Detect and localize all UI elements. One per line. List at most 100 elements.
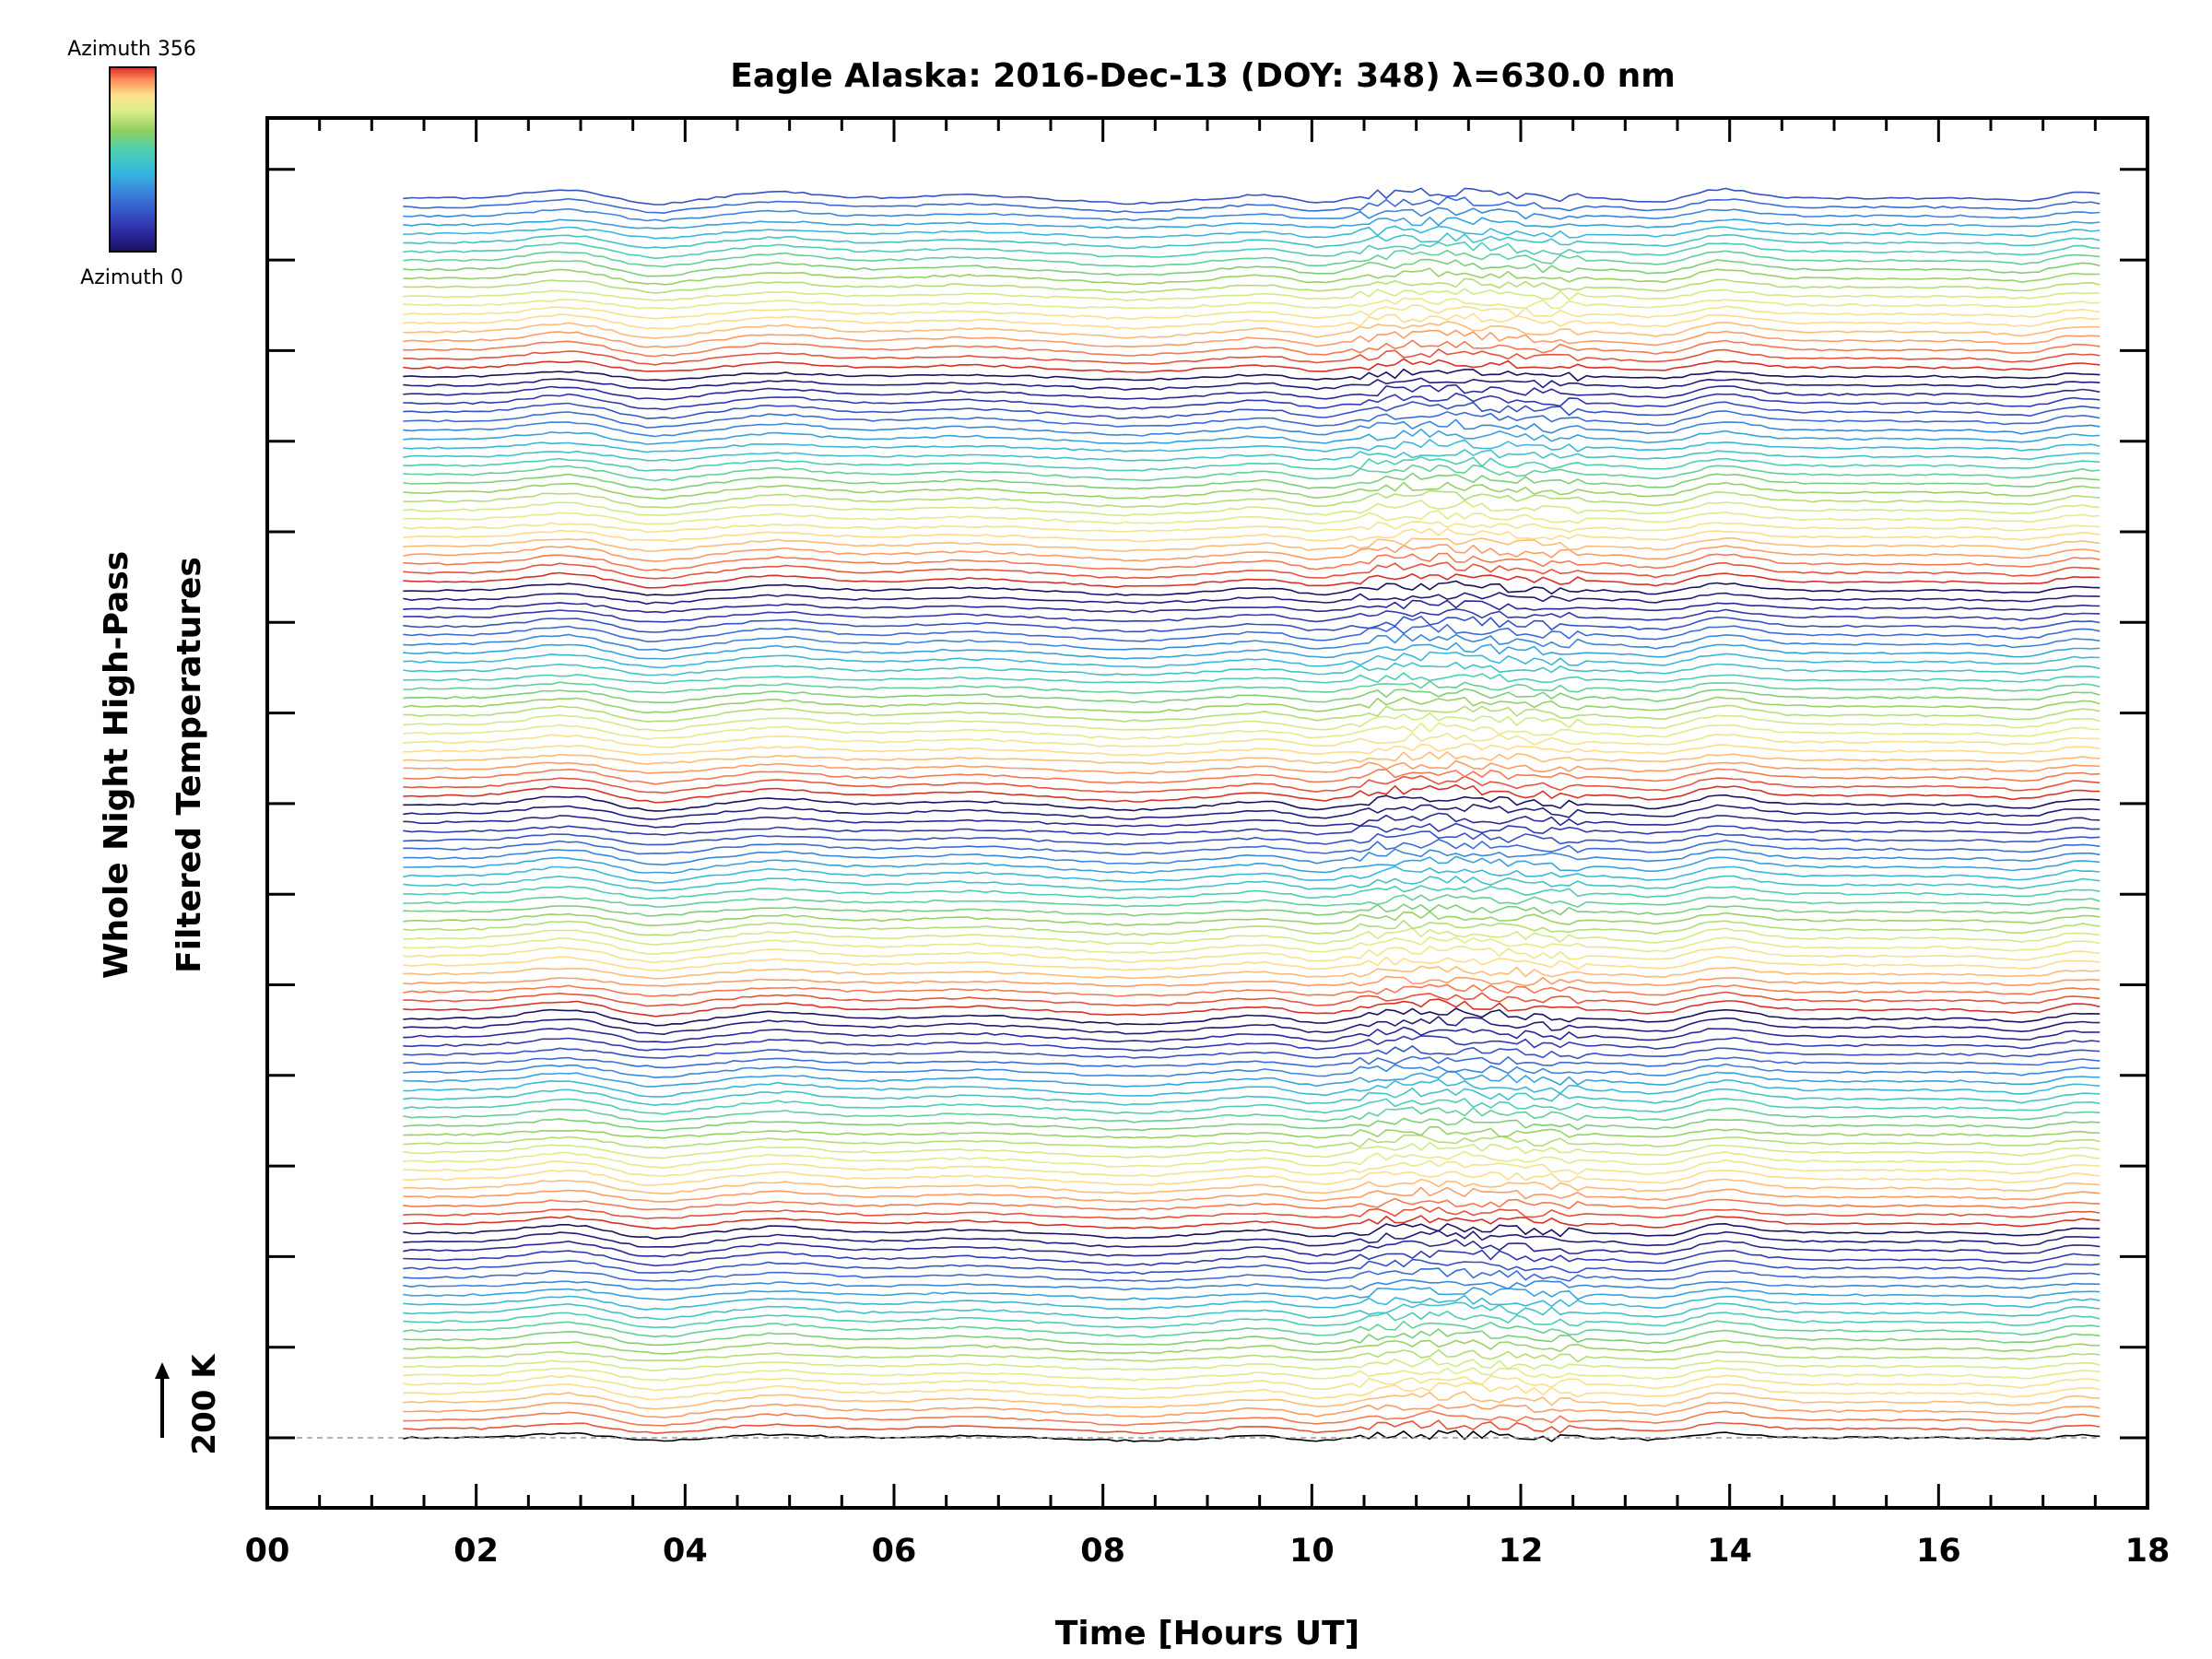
series-line [403, 722, 2100, 740]
series-line [403, 1150, 2100, 1169]
series-line [403, 1410, 2100, 1427]
y-axis-label-line2: Filtered Temperatures [171, 557, 208, 973]
series-line [403, 472, 2100, 491]
series-line [403, 297, 2100, 310]
scale-bar-arrow-head [155, 1362, 170, 1379]
series-line [403, 830, 2100, 846]
series-line [403, 1286, 2100, 1301]
series-line [403, 712, 2100, 732]
series-line [403, 500, 2100, 517]
series-line [403, 743, 2100, 757]
series-line [403, 822, 2100, 836]
series-line [403, 1294, 2100, 1311]
series-line [403, 1015, 2100, 1036]
series-line [403, 312, 2100, 330]
x-tick-labels: 00 02 04 06 08 10 12 14 16 18 [245, 1533, 2171, 1570]
series-line [403, 455, 2100, 472]
series-line [403, 339, 2100, 358]
chart-title: Eagle Alaska: 2016-Dec-13 (DOY: 348) λ=6… [730, 57, 1676, 95]
series-line [403, 768, 2100, 785]
series-line [403, 368, 2100, 382]
series-line [403, 1301, 2100, 1321]
series-line [403, 661, 2100, 677]
series-line [403, 1348, 2100, 1363]
series-line [403, 225, 2100, 240]
series-line [403, 672, 2100, 685]
series-line [403, 956, 2100, 972]
y-axis-label-line1: Whole Night High-Pass [98, 551, 135, 979]
series-line [403, 187, 2100, 206]
series-line [403, 249, 2100, 268]
series-line [403, 1391, 2100, 1410]
series-line [403, 894, 2100, 908]
series-line [403, 632, 2100, 653]
series-line [403, 1215, 2100, 1230]
series-line [403, 750, 2100, 765]
series-line [403, 1007, 2100, 1027]
series-line [403, 592, 2100, 606]
series-line [403, 623, 2100, 642]
series-line [403, 1222, 2100, 1241]
series-line [403, 206, 2100, 222]
series-line [403, 321, 2100, 339]
x-tick-label: 02 [453, 1533, 499, 1570]
series-line [403, 1267, 2100, 1283]
x-tick-label: 14 [1707, 1533, 1752, 1570]
series-line [403, 329, 2100, 348]
series-line [403, 848, 2100, 866]
series-line [403, 1071, 2100, 1088]
series-line [403, 775, 2100, 794]
series-line [403, 438, 2100, 453]
series-line [403, 521, 2100, 534]
series-line [403, 544, 2100, 562]
series-line [403, 428, 2100, 445]
series-line [403, 304, 2100, 321]
series-line [403, 911, 2100, 927]
series-line [403, 536, 2100, 552]
series-line [403, 704, 2100, 723]
series-line [403, 1278, 2100, 1291]
series-line [403, 1328, 2100, 1347]
x-tick-label: 10 [1289, 1533, 1335, 1570]
series-line [403, 377, 2100, 391]
series-line [403, 580, 2100, 596]
series-line [403, 903, 2100, 917]
series-line [403, 216, 2100, 229]
series-line [403, 1239, 2100, 1258]
series-line [403, 1106, 2100, 1124]
series-line [403, 288, 2100, 301]
series-group [403, 187, 2100, 1442]
series-line [403, 680, 2100, 694]
series-line [403, 561, 2100, 580]
series-line [403, 464, 2100, 482]
series-line [403, 794, 2100, 812]
series-line [403, 1159, 2100, 1178]
series-line [403, 1178, 2100, 1195]
series-line [403, 1374, 2100, 1392]
series-line [403, 1249, 2100, 1267]
series-line [403, 1044, 2100, 1060]
series-line [403, 927, 2100, 947]
plot-frame [265, 116, 2149, 1510]
series-line [403, 1134, 2100, 1149]
series-line [403, 348, 2100, 366]
series-line [403, 965, 2100, 980]
series-line [403, 855, 2100, 875]
series-line [403, 696, 2100, 714]
series-line [403, 1035, 2100, 1052]
series-line [403, 1141, 2100, 1159]
series-line [403, 241, 2100, 260]
series-line [403, 1310, 2100, 1329]
series-line [403, 1026, 2100, 1043]
series-line [403, 1116, 2100, 1132]
series-line [403, 1419, 2100, 1435]
series-line [403, 615, 2100, 633]
series-line [403, 1401, 2100, 1418]
series-line [403, 599, 2100, 614]
series-line [403, 935, 2100, 956]
series-line [403, 804, 2100, 820]
series-line [403, 358, 2100, 373]
series-line [403, 1206, 2100, 1220]
series-line [403, 998, 2100, 1018]
